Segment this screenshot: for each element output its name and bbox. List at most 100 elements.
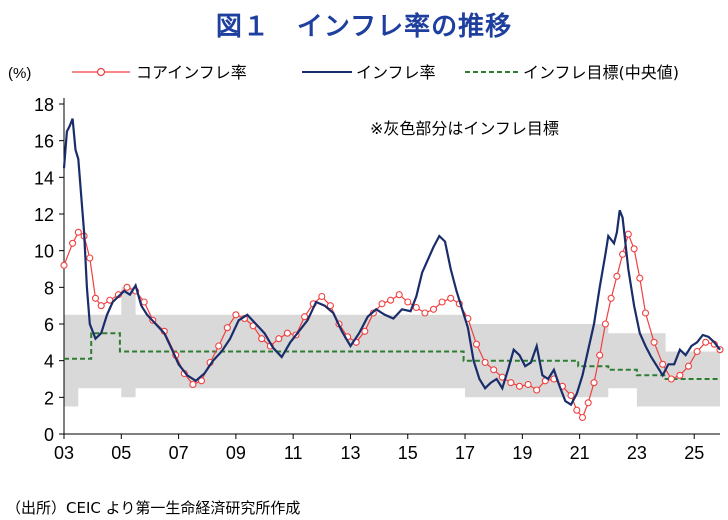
legend-item-0: コアインフレ率 xyxy=(72,63,247,82)
y-tick-label: 16 xyxy=(34,132,54,152)
core-inflation-point xyxy=(636,274,644,282)
y-tick-label: 14 xyxy=(34,168,54,188)
core-inflation-point xyxy=(650,338,658,346)
y-tick-label: 18 xyxy=(34,95,54,115)
core-inflation-point xyxy=(189,380,197,389)
core-inflation-point xyxy=(69,239,77,247)
target-band-area xyxy=(64,287,720,407)
inflation-line xyxy=(62,118,721,407)
core-inflation-point xyxy=(232,311,240,319)
core-inflation-point xyxy=(447,294,455,302)
y-tick-label: 2 xyxy=(44,388,54,408)
x-tick-label: 21 xyxy=(570,443,590,463)
core-inflation-point xyxy=(515,382,524,390)
core-inflation-point xyxy=(326,302,334,310)
core-inflation-point xyxy=(378,300,386,308)
x-tick-label: 05 xyxy=(111,443,131,463)
y-tick-label: 6 xyxy=(44,315,54,335)
series-0 xyxy=(60,228,724,422)
core-inflation-point xyxy=(590,379,598,387)
y-axis-label: (%) xyxy=(8,65,31,82)
x-tick-label: 11 xyxy=(284,443,303,463)
core-inflation-point xyxy=(318,292,326,301)
band-annotation: ※灰色部分はインフレ目標 xyxy=(370,119,559,138)
core-inflation-point xyxy=(421,309,429,317)
core-inflation-point xyxy=(613,272,621,280)
core-inflation-point xyxy=(106,296,114,304)
core-inflation-point xyxy=(215,342,223,350)
core-inflation-point xyxy=(140,298,148,306)
core-inflation-point xyxy=(659,360,667,368)
core-inflation-point xyxy=(197,377,206,385)
core-inflation-point xyxy=(97,302,105,310)
x-tick-label: 23 xyxy=(627,443,647,463)
core-inflation-point xyxy=(412,303,420,312)
core-inflation-point xyxy=(601,320,609,328)
core-inflation-point xyxy=(533,386,541,394)
core-inflation-point xyxy=(223,324,231,332)
x-tick-label: 15 xyxy=(398,443,418,463)
core-inflation-point xyxy=(283,329,291,337)
legend-item-1: インフレ率 xyxy=(302,63,436,82)
legend-label: インフレ率 xyxy=(356,63,436,82)
core-inflation-point xyxy=(684,362,693,370)
core-inflation-point xyxy=(490,366,498,374)
series-2 xyxy=(64,332,720,380)
core-inflation-point xyxy=(123,283,131,291)
y-tick-label: 4 xyxy=(44,352,54,372)
x-tick-label: 07 xyxy=(169,443,189,463)
source-note: （出所）CEIC より第一生命経済研究所作成 xyxy=(6,499,301,517)
legend-label: インフレ目標(中央値) xyxy=(523,63,679,82)
core-inflation-point xyxy=(693,347,701,356)
core-inflation-point xyxy=(86,254,94,262)
axes: 0 2 4 6 8 10 12 14 16 18 03 05 07 09 11 13 15 17 19 21 23 25 xyxy=(34,95,720,463)
core-inflation-point xyxy=(91,294,100,302)
core-inflation-point xyxy=(404,298,412,306)
core-inflation-point xyxy=(667,375,675,383)
legend-label: コアインフレ率 xyxy=(136,63,247,82)
core-inflation-point xyxy=(702,338,710,346)
core-inflation-point xyxy=(481,358,489,367)
core-inflation-point xyxy=(472,340,481,348)
core-inflation-point xyxy=(641,309,650,317)
core-inflation-point xyxy=(395,291,403,299)
core-inflation-point xyxy=(524,380,532,389)
core-inflation-point xyxy=(361,327,369,335)
legend-item-2: インフレ目標(中央値) xyxy=(465,63,679,82)
y-tick-label: 12 xyxy=(34,205,54,225)
chart-title: 図１ インフレ率の推移 xyxy=(215,12,513,42)
core-inflation-point xyxy=(676,371,684,379)
legend: コアインフレ率 インフレ率 インフレ目標(中央値) xyxy=(72,63,679,82)
core-inflation-point xyxy=(438,298,446,306)
core-inflation-point xyxy=(584,399,592,407)
series-lines xyxy=(60,118,724,422)
core-inflation-point xyxy=(630,245,638,253)
legend-marker xyxy=(96,67,106,77)
x-tick-label: 03 xyxy=(54,443,74,463)
core-inflation-point xyxy=(60,261,68,269)
target-median-line xyxy=(64,332,720,380)
core-inflation-point xyxy=(573,406,581,414)
x-tick-label: 13 xyxy=(340,443,360,463)
core-inflation-point xyxy=(387,296,395,304)
y-tick-label: 0 xyxy=(44,425,54,445)
core-inflation-point xyxy=(429,305,438,313)
series-1 xyxy=(62,118,721,407)
core-inflation-point xyxy=(301,313,309,321)
y-tick-label: 8 xyxy=(44,278,54,298)
core-inflation-point xyxy=(275,335,283,343)
x-tick-label: 09 xyxy=(226,443,246,463)
x-tick-label: 17 xyxy=(455,443,475,463)
core-inflation-point xyxy=(624,230,632,238)
inflation-target-band xyxy=(64,287,720,407)
core-inflation-point xyxy=(607,294,615,302)
y-tick-label: 10 xyxy=(34,242,54,262)
core-inflation-point xyxy=(507,379,515,387)
core-inflation-point xyxy=(567,391,575,400)
core-inflation-point xyxy=(596,351,604,359)
core-inflation-point xyxy=(258,335,266,343)
core-inflation-point xyxy=(619,250,627,258)
x-tick-label: 19 xyxy=(512,443,532,463)
core-inflation-point xyxy=(74,228,82,236)
